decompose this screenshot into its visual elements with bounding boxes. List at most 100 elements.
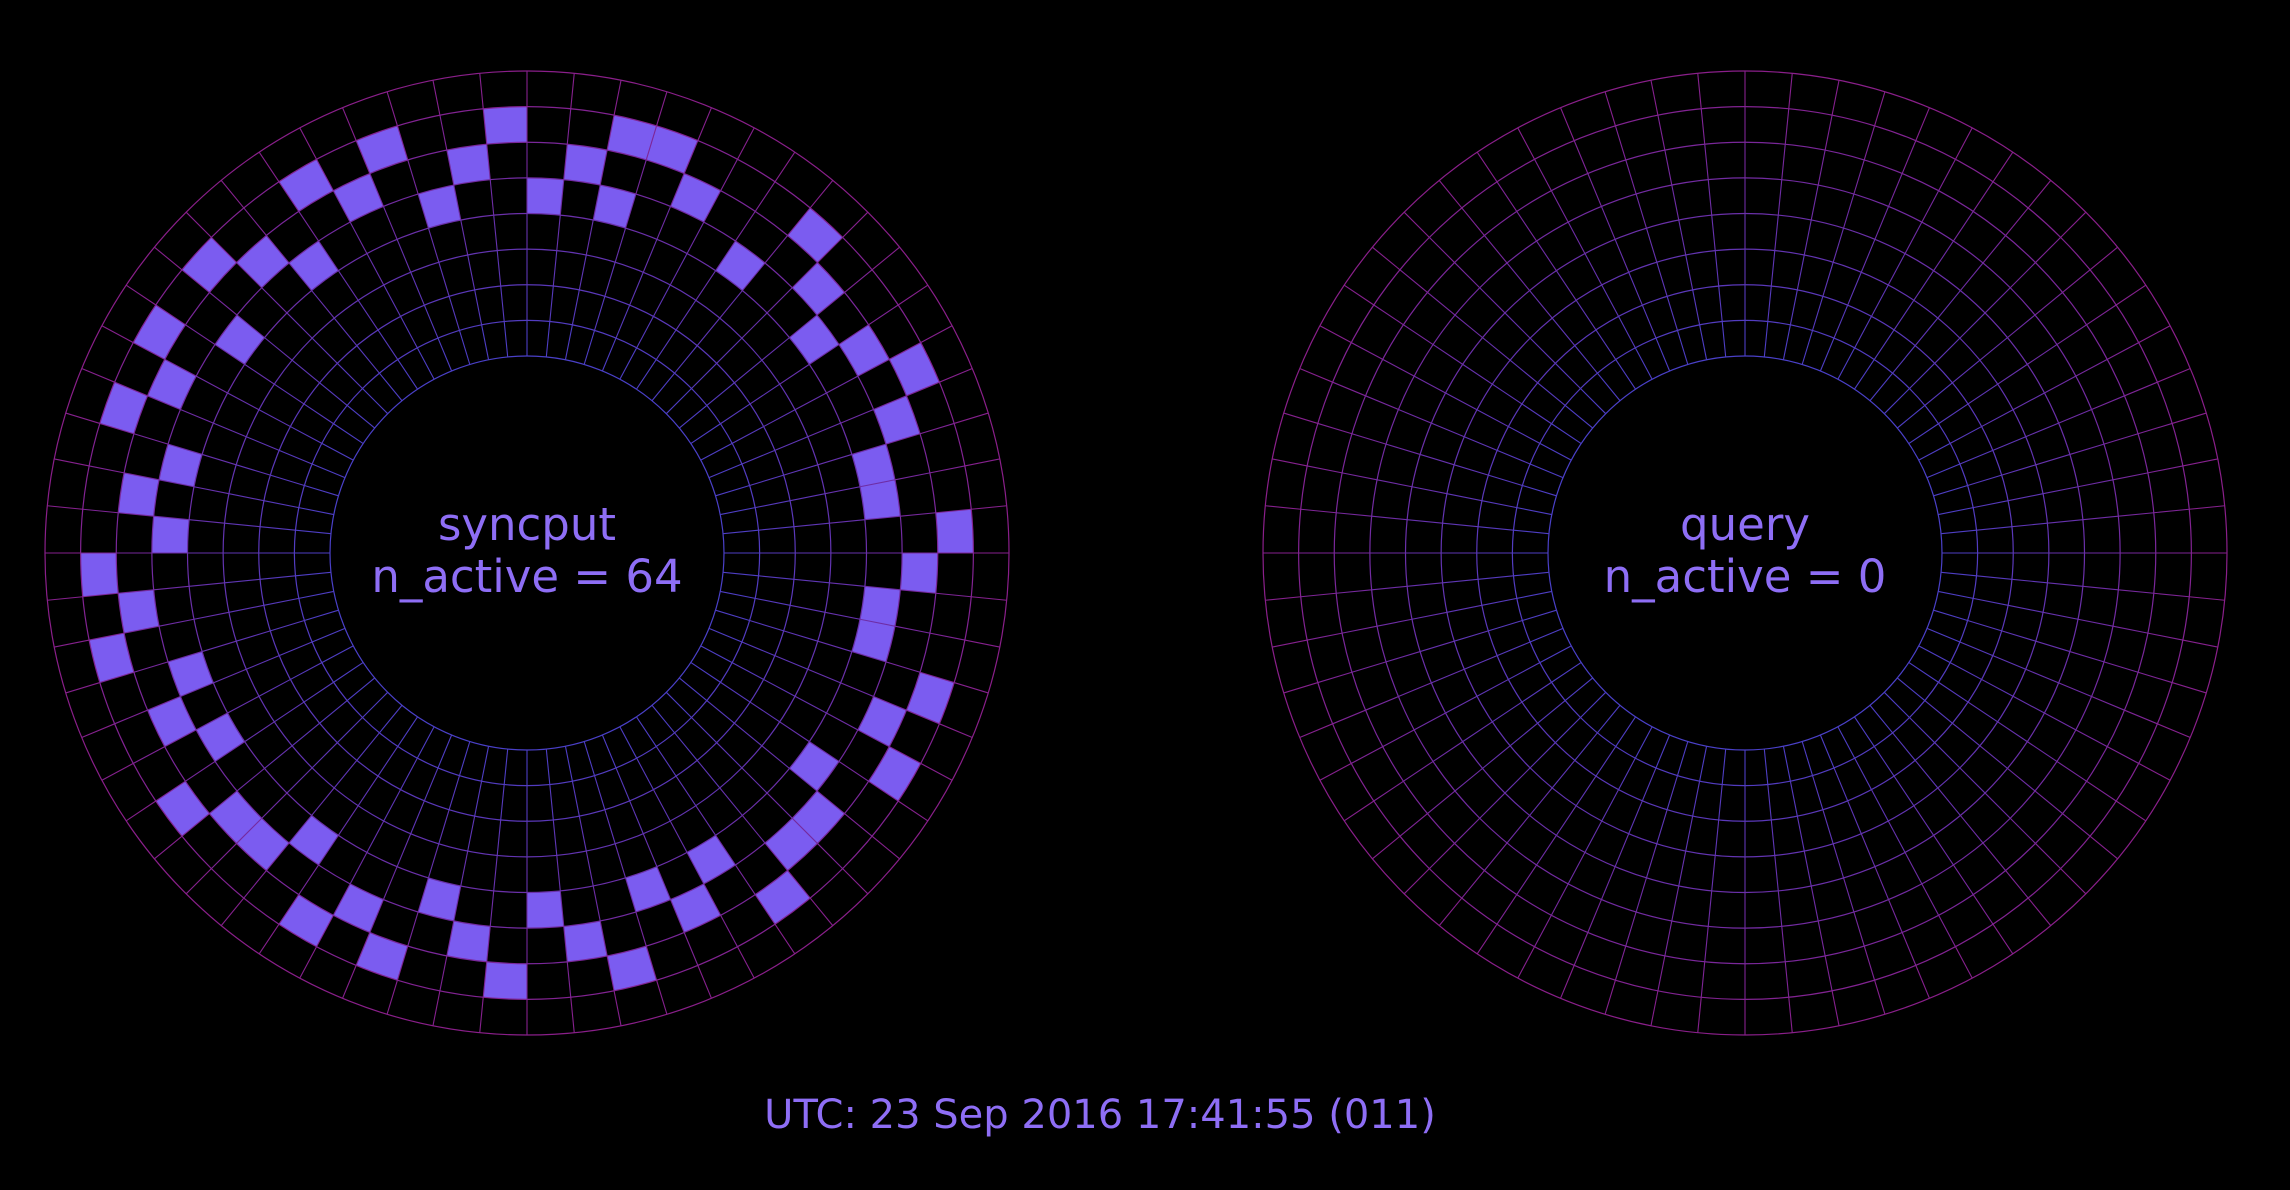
grid-spoke bbox=[1982, 842, 2007, 871]
grid-spoke bbox=[438, 262, 450, 297]
grid-spoke bbox=[787, 207, 811, 236]
grid-spoke bbox=[675, 300, 697, 331]
grid-spoke bbox=[1718, 784, 1723, 821]
grid-spoke bbox=[1399, 269, 1428, 293]
grid-spoke bbox=[448, 775, 460, 810]
grid-spoke bbox=[599, 150, 608, 186]
grid-spoke bbox=[816, 291, 845, 316]
grid-spoke bbox=[1550, 883, 1569, 916]
grid-spoke bbox=[703, 190, 722, 223]
grid-spoke bbox=[720, 681, 751, 703]
grid-spoke bbox=[1574, 345, 1598, 374]
grid-spoke bbox=[1454, 262, 1481, 289]
grid-spoke bbox=[2060, 868, 2087, 895]
grid-spoke bbox=[625, 193, 637, 229]
grid-spoke bbox=[258, 151, 280, 183]
grid-spoke bbox=[2005, 207, 2029, 236]
grid-spoke bbox=[1870, 789, 1889, 822]
grid-spoke bbox=[731, 426, 764, 444]
grid-spoke bbox=[783, 630, 818, 642]
grid-spoke bbox=[1506, 262, 1531, 291]
grid-spoke bbox=[355, 932, 371, 966]
grid-spoke bbox=[594, 296, 606, 331]
grid-spoke bbox=[826, 375, 859, 394]
grid-spoke bbox=[154, 246, 183, 271]
grid-spoke bbox=[438, 809, 450, 844]
grid-spoke bbox=[1777, 890, 1783, 927]
grid-spoke bbox=[2103, 433, 2139, 445]
grid-spoke bbox=[316, 159, 334, 192]
active-cell bbox=[99, 382, 148, 434]
grid-spoke bbox=[2137, 671, 2173, 684]
grid-spoke bbox=[2077, 618, 2114, 627]
grid-spoke bbox=[2069, 443, 2105, 455]
grid-spoke bbox=[2027, 180, 2052, 209]
grid-spoke bbox=[545, 321, 551, 358]
grid-spoke bbox=[749, 701, 780, 723]
grid-spoke bbox=[1508, 662, 1541, 680]
grid-spoke bbox=[332, 883, 351, 916]
grid-spoke bbox=[1431, 422, 1465, 438]
grid-spoke bbox=[201, 640, 237, 653]
grid-spoke bbox=[1997, 721, 2028, 743]
grid-spoke bbox=[274, 701, 305, 723]
grid-spoke bbox=[604, 809, 616, 844]
grid-spoke bbox=[2026, 741, 2058, 762]
grid-spoke bbox=[259, 526, 296, 531]
grid-spoke bbox=[1972, 181, 1994, 212]
grid-spoke bbox=[749, 383, 780, 405]
grid-spoke bbox=[1700, 108, 1706, 145]
grid-spoke bbox=[1874, 979, 1886, 1015]
grid-spoke bbox=[1763, 748, 1769, 785]
grid-spoke bbox=[1299, 723, 1333, 738]
grid-spoke bbox=[167, 651, 203, 663]
grid-spoke bbox=[1952, 722, 1981, 747]
grid-spoke bbox=[1464, 655, 1498, 670]
grid-spoke bbox=[844, 269, 873, 293]
active-cell bbox=[789, 315, 839, 365]
grid-spoke bbox=[1411, 486, 1448, 495]
active-cell bbox=[155, 781, 210, 837]
grid-spoke bbox=[1575, 775, 1597, 806]
grid-spoke bbox=[164, 729, 197, 748]
grid-spoke bbox=[857, 358, 890, 377]
grid-spoke bbox=[1432, 344, 1464, 365]
grid-spoke bbox=[578, 254, 587, 291]
grid-spoke bbox=[625, 877, 637, 913]
grid-spoke bbox=[1782, 324, 1791, 360]
grid-spoke bbox=[133, 661, 169, 673]
grid-spoke bbox=[1300, 508, 1337, 514]
grid-spoke bbox=[1893, 775, 1915, 806]
grid-spoke bbox=[1567, 852, 1586, 885]
grid-spoke bbox=[2118, 512, 2154, 517]
grid-spoke bbox=[764, 842, 789, 871]
grid-spoke bbox=[1784, 961, 1790, 998]
grid-spoke bbox=[885, 661, 921, 673]
grid-spoke bbox=[1913, 270, 1935, 301]
grid-spoke bbox=[1801, 741, 1814, 776]
active-cell bbox=[851, 619, 895, 662]
grid-spoke bbox=[1534, 914, 1552, 947]
grid-spoke bbox=[842, 211, 869, 238]
grid-spoke bbox=[669, 820, 688, 853]
grid-spoke bbox=[720, 914, 738, 947]
grid-spoke bbox=[1564, 404, 1594, 429]
grid-spoke bbox=[2189, 596, 2225, 601]
grid-spoke bbox=[318, 240, 339, 272]
grid-spoke bbox=[458, 741, 471, 776]
grid-spoke bbox=[1351, 746, 1384, 764]
grid-spoke bbox=[817, 843, 844, 870]
grid-spoke bbox=[1721, 321, 1727, 358]
grid-spoke bbox=[228, 604, 265, 613]
grid-spoke bbox=[47, 596, 83, 601]
grid-spoke bbox=[1817, 920, 1826, 956]
grid-spoke bbox=[479, 73, 484, 109]
grid-spoke bbox=[1979, 337, 2008, 361]
grid-spoke bbox=[1536, 834, 1557, 866]
active-cell bbox=[563, 920, 608, 962]
grid-spoke bbox=[563, 144, 568, 180]
grid-spoke bbox=[378, 704, 403, 734]
grid-spoke bbox=[1398, 682, 1432, 698]
grid-spoke bbox=[1700, 961, 1706, 998]
grid-spoke bbox=[1596, 372, 1621, 402]
